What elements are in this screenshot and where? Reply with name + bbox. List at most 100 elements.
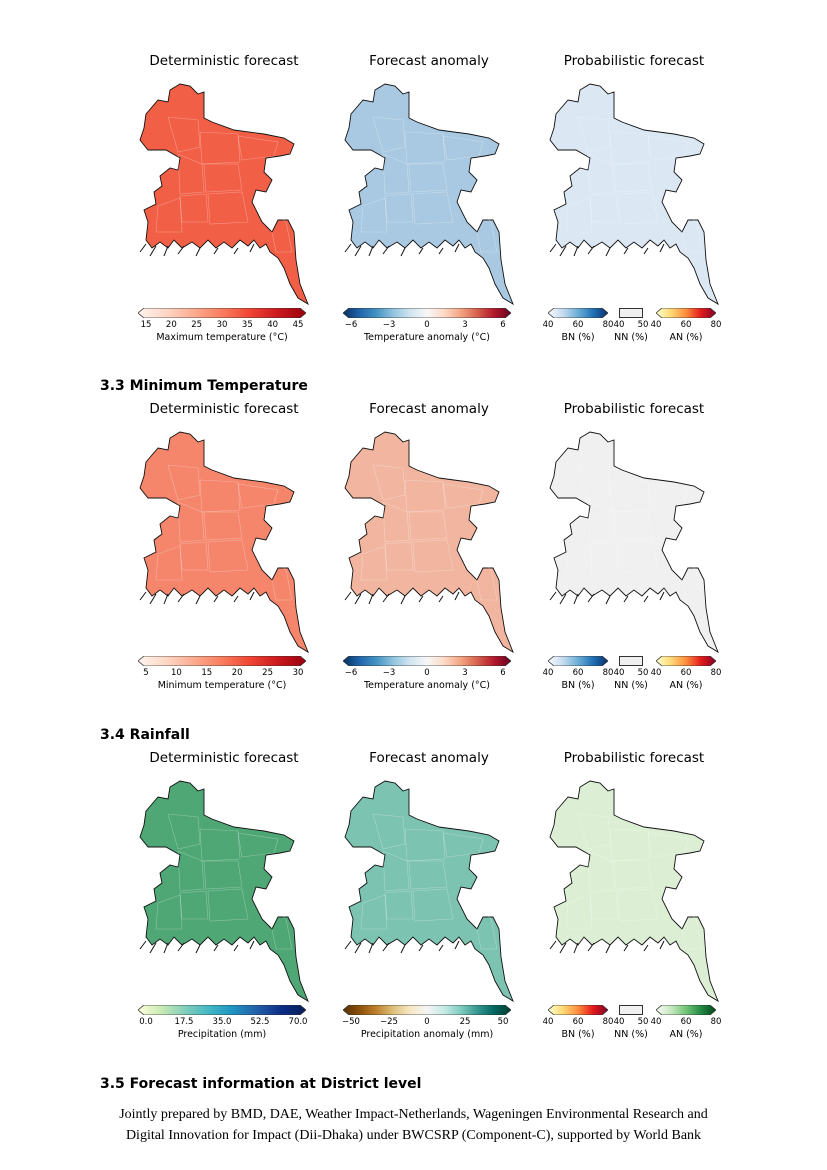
colorbar-label: Precipitation (mm)	[177, 1029, 267, 1040]
colorbar-tick: −3	[382, 320, 396, 330]
colorbar-tick: 70.0	[288, 1017, 308, 1027]
colorbar-tick: 17.5	[174, 1017, 194, 1027]
footer-line-2: Digital Innovation for Impact (Dii-Dhaka…	[125, 1128, 702, 1143]
bangladesh-map	[138, 72, 310, 311]
footer-line-1: Jointly prepared by BMD, DAE, Weather Im…	[119, 1107, 708, 1122]
panel-title: Deterministic forecast	[149, 750, 299, 766]
colorbar-tick: 60	[572, 320, 584, 330]
colorbar-tick: 0	[424, 668, 430, 678]
panel-title: Forecast anomaly	[369, 750, 489, 766]
bangladesh-map	[548, 72, 720, 311]
colorbar-tick: 40	[650, 1017, 662, 1027]
colorbar-tick: 30	[292, 668, 304, 678]
colorbar-tick: 60	[680, 668, 692, 678]
panel-title: Forecast anomaly	[369, 53, 489, 69]
bangladesh-map	[138, 420, 310, 659]
colorbar-tick: 80	[710, 1017, 722, 1027]
colorbar-tick: 52.5	[250, 1017, 270, 1027]
colorbar-tick: 60	[572, 668, 584, 678]
colorbar-tick: 25	[191, 320, 203, 330]
bangladesh-map	[343, 420, 515, 659]
panel-title: Forecast anomaly	[369, 401, 489, 417]
bangladesh-map	[138, 769, 310, 1008]
colorbar-tick: 60	[680, 320, 692, 330]
colorbar-tick: 35.0	[212, 1017, 232, 1027]
colorbar-tick: 80	[602, 668, 614, 678]
colorbar-tick: 40	[650, 668, 662, 678]
colorbar-tick: 6	[500, 320, 506, 330]
colorbar-label: Minimum temperature (°C)	[157, 680, 287, 691]
colorbar-bn-s0-p2	[548, 308, 608, 318]
heading-min-temperature: 3.3 Minimum Temperature	[100, 378, 308, 394]
bangladesh-map	[548, 420, 720, 659]
colorbar-tick: 40	[542, 668, 554, 678]
panel-title: Deterministic forecast	[149, 401, 299, 417]
colorbar-tick: 80	[602, 1017, 614, 1027]
colorbar-s1-p1	[343, 656, 511, 666]
colorbar-tick: 60	[680, 1017, 692, 1027]
colorbar-label-nn: NN (%)	[614, 332, 648, 343]
colorbar-tick: 15	[140, 320, 152, 330]
colorbar-tick: 50	[497, 1017, 509, 1027]
colorbar-tick: 40	[613, 1017, 625, 1027]
colorbar-s1-p0	[138, 656, 306, 666]
colorbar-label: Precipitation anomaly (mm)	[360, 1029, 494, 1040]
panel-title: Probabilistic forecast	[563, 53, 705, 69]
colorbar-an-s1-p2	[656, 656, 716, 666]
heading-district-forecast: 3.5 Forecast information at District lev…	[100, 1076, 422, 1092]
colorbar-label: Temperature anomaly (°C)	[363, 332, 490, 343]
colorbar-tick: 0.0	[139, 1017, 153, 1027]
colorbar-tick: 30	[216, 320, 228, 330]
footer: Jointly prepared by BMD, DAE, Weather Im…	[0, 1104, 827, 1146]
colorbar-tick: −50	[342, 1017, 360, 1027]
colorbar-tick: 80	[602, 320, 614, 330]
colorbar-tick: 50	[637, 320, 649, 330]
colorbar-tick: 40	[542, 320, 554, 330]
colorbar-label-nn: NN (%)	[614, 1029, 648, 1040]
colorbar-tick: −6	[344, 668, 358, 678]
colorbar-tick: 6	[500, 668, 506, 678]
colorbar-tick: 25	[262, 668, 274, 678]
colorbar-tick: 5	[143, 668, 149, 678]
colorbar-tick: 15	[201, 668, 213, 678]
colorbar-tick: 50	[637, 668, 649, 678]
colorbar-tick: 10	[170, 668, 182, 678]
panel-title: Probabilistic forecast	[563, 750, 705, 766]
colorbar-tick: 40	[542, 1017, 554, 1027]
colorbar-tick: 3	[462, 320, 468, 330]
colorbar-tick: −3	[382, 668, 396, 678]
colorbar-an-s2-p2	[656, 1005, 716, 1015]
colorbar-nn	[619, 1005, 643, 1015]
colorbar-label: Maximum temperature (°C)	[156, 332, 288, 343]
colorbar-tick: 40	[613, 668, 625, 678]
bangladesh-map	[343, 769, 515, 1008]
colorbar-tick: 20	[165, 320, 177, 330]
colorbar-tick: 0	[424, 320, 430, 330]
colorbar-an-s0-p2	[656, 308, 716, 318]
colorbar-tick: 25	[459, 1017, 471, 1027]
colorbar-tick: −6	[344, 320, 358, 330]
colorbar-tick: 80	[710, 320, 722, 330]
colorbar-bn-s2-p2	[548, 1005, 608, 1015]
colorbar-s2-p1	[343, 1005, 511, 1015]
colorbar-label: Temperature anomaly (°C)	[363, 680, 490, 691]
colorbar-tick: 45	[292, 320, 304, 330]
colorbar-tick: 50	[637, 1017, 649, 1027]
colorbar-tick: 40	[613, 320, 625, 330]
colorbar-label-an: AN (%)	[669, 680, 703, 691]
colorbar-label-nn: NN (%)	[614, 680, 648, 691]
colorbar-nn	[619, 308, 643, 318]
colorbar-label-an: AN (%)	[669, 1029, 703, 1040]
colorbar-tick: 60	[572, 1017, 584, 1027]
heading-rainfall: 3.4 Rainfall	[100, 727, 190, 743]
bangladesh-map	[343, 72, 515, 311]
colorbar-label-bn: BN (%)	[561, 332, 595, 343]
colorbar-bn-s1-p2	[548, 656, 608, 666]
colorbar-label-bn: BN (%)	[561, 680, 595, 691]
colorbar-s2-p0	[138, 1005, 306, 1015]
colorbar-tick: 35	[241, 320, 253, 330]
colorbar-tick: 20	[231, 668, 243, 678]
colorbar-nn	[619, 656, 643, 666]
colorbar-tick: −25	[380, 1017, 398, 1027]
panel-title: Probabilistic forecast	[563, 401, 705, 417]
